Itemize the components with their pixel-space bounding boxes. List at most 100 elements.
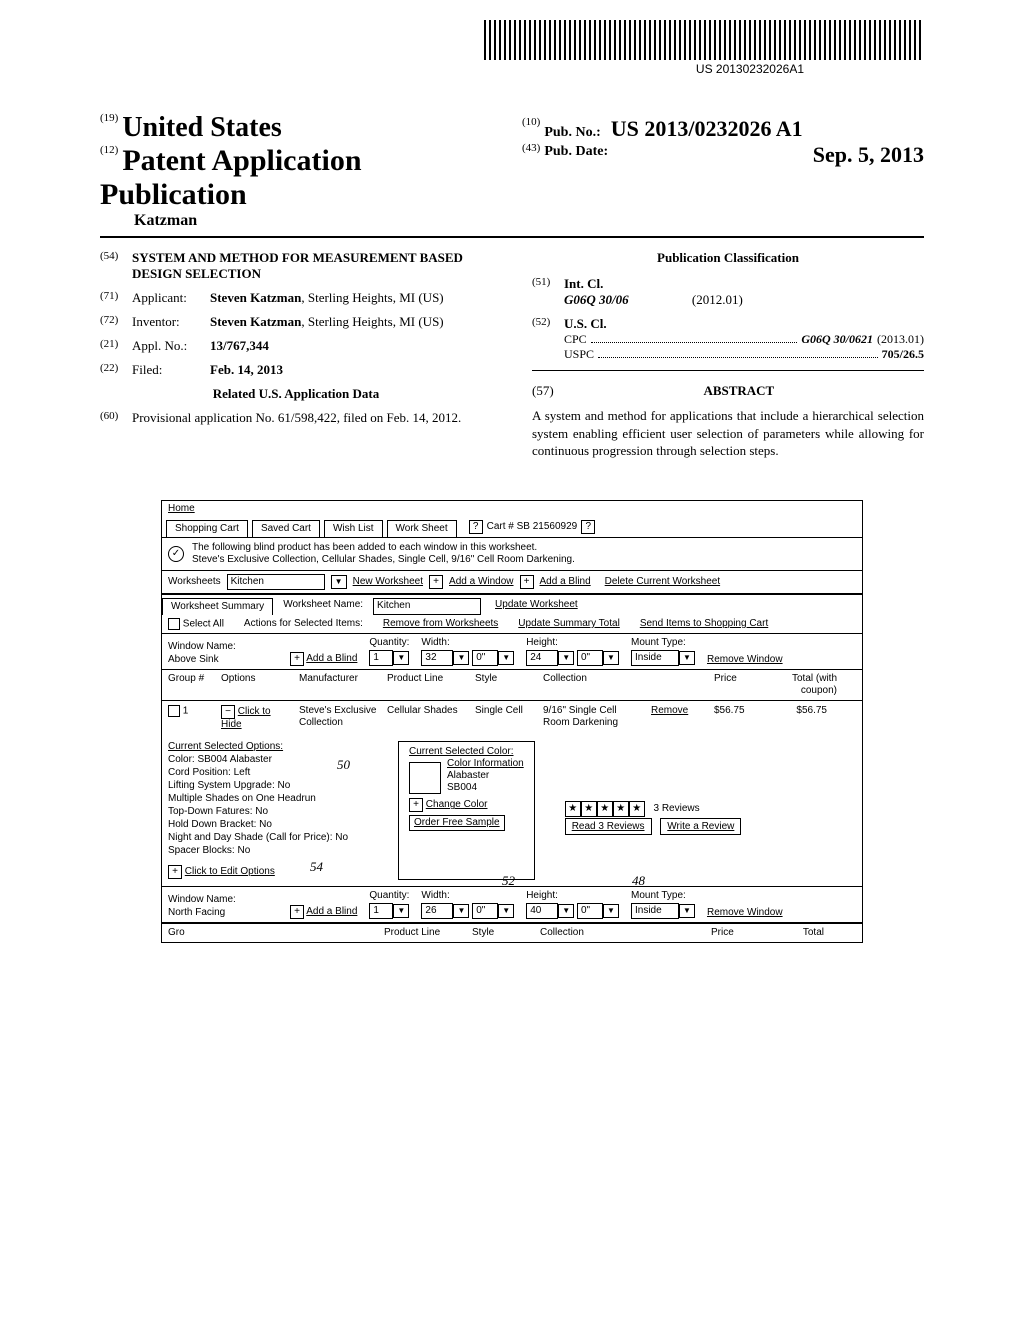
delete-worksheet-link[interactable]: Delete Current Worksheet [605, 576, 720, 588]
height2a-dd[interactable]: ▼ [558, 904, 574, 918]
cart-right-btn[interactable]: ? [581, 520, 595, 534]
height-label-2: Height: [526, 890, 619, 902]
height2b-dd[interactable]: ▼ [603, 904, 619, 918]
change-color-link[interactable]: Change Color [426, 799, 488, 810]
worksheet-dropdown[interactable]: ▼ [331, 575, 347, 589]
height1a-dd[interactable]: ▼ [558, 651, 574, 665]
field-51-num: (51) [532, 276, 564, 308]
abstract-text: A system and method for applications tha… [532, 407, 924, 460]
width-label: Width: [421, 637, 514, 649]
qty-label: Quantity: [369, 637, 409, 649]
color-title: Current Selected Color: [409, 746, 524, 758]
tab-saved-cart[interactable]: Saved Cart [252, 520, 320, 537]
pub-no: US 2013/0232026 A1 [611, 116, 803, 141]
tab-work-sheet[interactable]: Work Sheet [387, 520, 457, 537]
bottom-total: Total [764, 927, 824, 939]
group1-checkbox[interactable] [168, 705, 180, 717]
callout-48: 48 [632, 873, 645, 889]
add-blind-icon[interactable]: + [520, 575, 534, 589]
bottom-gro: Gro [168, 927, 213, 939]
width1b-input[interactable]: 0" [472, 650, 498, 666]
width2b-dd[interactable]: ▼ [498, 904, 514, 918]
edit-opts-link[interactable]: Click to Edit Options [185, 866, 275, 877]
write-review-btn[interactable]: Write a Review [660, 818, 741, 835]
height1b-input[interactable]: 0" [577, 650, 603, 666]
check-icon: ✓ [168, 546, 184, 562]
ws-name-input[interactable]: Kitchen [373, 598, 481, 615]
mount2-dd[interactable]: ▼ [679, 904, 695, 918]
star-icon: ★ [613, 801, 629, 817]
mount1-dd[interactable]: ▼ [679, 651, 695, 665]
height-label: Height: [526, 637, 619, 649]
width2a-dd[interactable]: ▼ [453, 904, 469, 918]
hide-icon[interactable]: − [221, 705, 235, 719]
window1-name: Above Sink [168, 654, 278, 666]
field-43-num: (43) [522, 142, 540, 154]
qty1-dd[interactable]: ▼ [393, 651, 409, 665]
mount1-input[interactable]: Inside [631, 650, 679, 666]
read-reviews-btn[interactable]: Read 3 Reviews [565, 818, 652, 835]
update-total-link[interactable]: Update Summary Total [518, 618, 620, 630]
provisional-text: Provisional application No. 61/598,422, … [132, 410, 492, 426]
tab-ws-summary[interactable]: Worksheet Summary [162, 598, 273, 615]
int-cl-year: (2012.01) [692, 292, 743, 307]
color-code: SB004 [447, 782, 524, 794]
appl-no-label: Appl. No.: [132, 338, 210, 354]
update-worksheet-link[interactable]: Update Worksheet [485, 595, 588, 615]
cart-left-btn[interactable]: ? [469, 520, 483, 534]
field-54-num: (54) [100, 250, 132, 282]
mount2-input[interactable]: Inside [631, 903, 679, 919]
cpc-code: G06Q 30/0621 [801, 332, 873, 347]
reviews-count: 3 Reviews [653, 803, 699, 814]
edit-opts-icon[interactable]: + [168, 865, 182, 879]
qty1-input[interactable]: 1 [369, 650, 393, 666]
new-worksheet-link[interactable]: New Worksheet [353, 576, 423, 588]
remove-from-ws-link[interactable]: Remove from Worksheets [383, 618, 498, 630]
remove-window-2[interactable]: Remove Window [707, 907, 783, 919]
color-info-link[interactable]: Color Information [447, 758, 524, 770]
remove-window-1[interactable]: Remove Window [707, 654, 783, 666]
hdr-group: Group # [168, 673, 213, 697]
add-blind-icon-2[interactable]: + [290, 905, 304, 919]
height2a-input[interactable]: 40 [526, 903, 558, 919]
add-window-icon[interactable]: + [429, 575, 443, 589]
field-57-num: (57) [532, 383, 554, 399]
width2b-input[interactable]: 0" [472, 903, 498, 919]
add-blind-link-1[interactable]: Add a Blind [306, 653, 357, 664]
width2a-input[interactable]: 26 [421, 903, 453, 919]
width1a-input[interactable]: 32 [421, 650, 453, 666]
height2b-input[interactable]: 0" [577, 903, 603, 919]
home-link[interactable]: Home [162, 501, 862, 517]
send-to-cart-link[interactable]: Send Items to Shopping Cart [640, 618, 768, 630]
bottom-coll: Collection [540, 927, 640, 939]
opt-4: Top-Down Fatures: No [168, 806, 368, 818]
add-window-link[interactable]: Add a Window [449, 576, 513, 588]
width1b-dd[interactable]: ▼ [498, 651, 514, 665]
add-blind-link[interactable]: Add a Blind [540, 576, 591, 588]
star-icon: ★ [597, 801, 613, 817]
int-cl-label: Int. Cl. [564, 276, 924, 292]
select-all-checkbox[interactable] [168, 618, 180, 630]
pub-date: Sep. 5, 2013 [813, 142, 924, 168]
g1-total: $56.75 [767, 705, 827, 717]
height1b-dd[interactable]: ▼ [603, 651, 619, 665]
field-60-num: (60) [100, 410, 132, 426]
width1a-dd[interactable]: ▼ [453, 651, 469, 665]
worksheet-select[interactable]: Kitchen [227, 574, 325, 590]
callout-54: 54 [310, 859, 323, 875]
tab-shopping-cart[interactable]: Shopping Cart [166, 520, 248, 537]
hdr-total: Total (with coupon) [767, 673, 837, 697]
height1a-input[interactable]: 24 [526, 650, 558, 666]
qty2-dd[interactable]: ▼ [393, 904, 409, 918]
g1-remove[interactable]: Remove [651, 705, 706, 717]
free-sample-btn[interactable]: Order Free Sample [409, 815, 505, 831]
inventor-label: Inventor: [132, 314, 210, 330]
qty2-input[interactable]: 1 [369, 903, 393, 919]
add-blind-icon-1[interactable]: + [290, 652, 304, 666]
color-name: Alabaster [447, 770, 524, 782]
barcode-text: US 20130232026A1 [100, 62, 804, 76]
us-cl-label: U.S. Cl. [564, 316, 924, 332]
change-color-icon[interactable]: + [409, 798, 423, 812]
add-blind-link-2[interactable]: Add a Blind [306, 906, 357, 917]
tab-wish-list[interactable]: Wish List [324, 520, 383, 537]
